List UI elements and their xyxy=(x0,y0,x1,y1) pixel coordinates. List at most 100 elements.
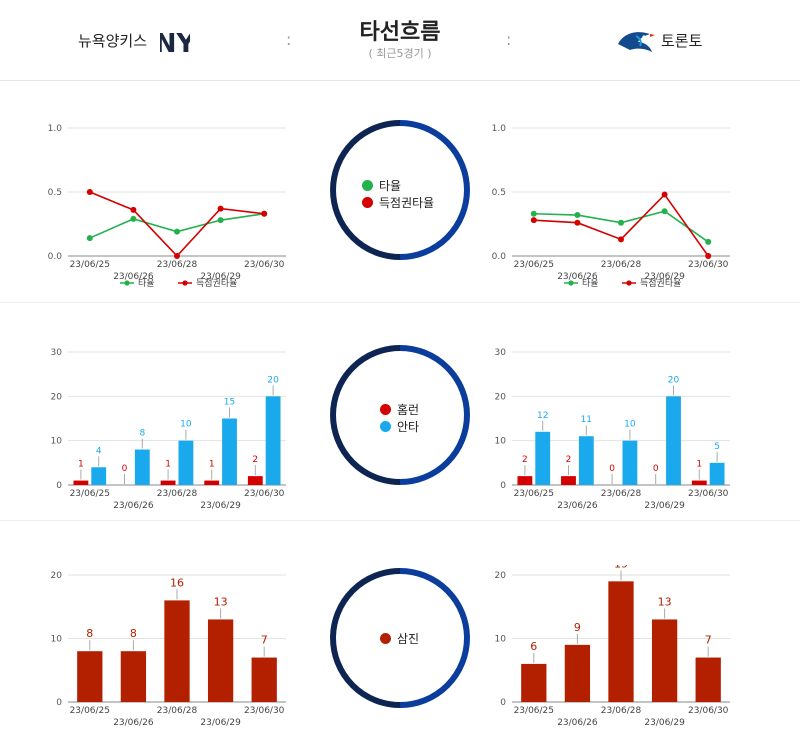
x-tick-label: 23/06/25 xyxy=(514,260,554,270)
svg-text:NY: NY xyxy=(160,29,190,58)
page-subtitle: ( 최근5경기 ) xyxy=(368,47,432,60)
data-point xyxy=(530,210,537,217)
x-tick-label: 23/06/29 xyxy=(644,272,685,282)
bar xyxy=(134,449,150,485)
legend-so: 삼진 xyxy=(380,631,419,648)
y-tick-label: 20 xyxy=(495,571,507,581)
bar xyxy=(622,440,638,485)
data-point xyxy=(661,191,668,198)
y-tick-label: 30 xyxy=(51,348,63,358)
legend-avg: 타율 득점권타율 xyxy=(362,178,434,212)
y-tick-label: 30 xyxy=(495,348,507,358)
y-tick-label: 20 xyxy=(51,571,63,581)
data-label: 11 xyxy=(581,415,592,425)
legend-label: 타율 xyxy=(138,278,155,289)
y-tick-label: 10 xyxy=(51,437,63,447)
bar xyxy=(651,619,678,702)
data-label: 7 xyxy=(261,634,268,647)
section-divider xyxy=(0,302,800,303)
data-point xyxy=(530,217,537,224)
y-tick-label: 0 xyxy=(56,698,62,708)
data-label: 9 xyxy=(574,621,581,634)
data-label: 7 xyxy=(705,634,712,647)
x-tick-label: 23/06/28 xyxy=(157,706,198,716)
bar xyxy=(666,396,681,485)
bar xyxy=(608,581,634,702)
team-name-left: 뉴욕양키스 xyxy=(78,32,148,50)
data-label: 10 xyxy=(180,420,192,430)
x-tick-label: 23/06/29 xyxy=(200,718,241,728)
legend-label: 타율 xyxy=(582,278,599,289)
data-point xyxy=(618,219,624,226)
x-tick-label: 23/06/26 xyxy=(557,501,598,511)
y-tick-label: 10 xyxy=(495,635,507,645)
ring-hits xyxy=(330,345,470,485)
legend-label: 홈런 xyxy=(397,403,420,417)
data-label: 0 xyxy=(653,464,659,474)
chart-nyy-so: 0 10 20 23/06/2523/06/2623/06/2823/06/2923/… xyxy=(51,571,286,728)
legend-swatch-dot xyxy=(626,280,632,286)
bar xyxy=(578,436,594,485)
x-tick-label: 23/06/28 xyxy=(601,489,642,499)
x-tick-label: 23/06/26 xyxy=(557,272,598,282)
chart-tor-avg: 0.0 0.5 1.0 23/06/2523/06/2623/06/2823/06/2… xyxy=(492,124,730,289)
y-tick-label: 20 xyxy=(495,392,507,402)
legend-item-hit: 안타 xyxy=(380,419,419,436)
data-point xyxy=(261,210,268,217)
data-label: 1 xyxy=(78,460,84,470)
data-point xyxy=(574,212,581,219)
blue-dot-icon xyxy=(380,421,391,432)
y-tick-label: 0 xyxy=(500,698,506,708)
data-label: 13 xyxy=(658,595,672,608)
data-point xyxy=(217,205,224,212)
legend-item-hr: 홈런 xyxy=(380,402,419,419)
data-point xyxy=(705,238,712,245)
y-tick-label: 20 xyxy=(51,392,63,402)
x-tick-label: 23/06/26 xyxy=(113,501,154,511)
data-point xyxy=(130,206,137,213)
bar xyxy=(709,462,725,485)
bar xyxy=(535,431,551,485)
rust-dot-icon xyxy=(380,633,391,644)
data-label: 2 xyxy=(522,455,528,465)
data-label: 8 xyxy=(86,627,93,640)
x-tick-label: 23/06/30 xyxy=(688,706,729,716)
chart-nyy-avg: 0.0 0.5 1.0 23/06/2523/06/2623/06/2823/06/2… xyxy=(48,124,286,289)
y-tick-label: 10 xyxy=(51,635,63,645)
section-divider xyxy=(0,520,800,521)
ring-avg xyxy=(330,120,470,260)
data-point xyxy=(705,253,712,259)
green-dot-icon xyxy=(362,180,373,191)
chart-tor-so: 0 10 20 23/06/2523/06/2623/06/2823/06/2923/… xyxy=(495,565,730,728)
bar xyxy=(247,476,263,485)
x-tick-label: 23/06/25 xyxy=(70,489,110,499)
data-label: 5 xyxy=(714,442,720,452)
data-label: 1 xyxy=(165,460,171,470)
chart-tor-hits: 010203023/06/2523/06/2623/06/2823/06/292… xyxy=(495,348,730,511)
bar xyxy=(91,467,107,485)
y-tick-label: 1.0 xyxy=(492,124,507,134)
x-tick-label: 23/06/25 xyxy=(70,706,110,716)
data-point xyxy=(661,208,668,215)
bar xyxy=(517,476,533,485)
data-label: 8 xyxy=(130,627,137,640)
bar xyxy=(160,480,176,485)
data-label: 20 xyxy=(267,375,279,385)
x-tick-label: 23/06/29 xyxy=(200,272,241,282)
data-label: 19 xyxy=(614,565,628,570)
y-tick-label: 0.0 xyxy=(48,252,63,262)
bar xyxy=(521,663,547,702)
y-tick-label: 0.5 xyxy=(492,188,506,198)
bar xyxy=(77,651,103,702)
legend-hits: 홈런 안타 xyxy=(380,402,419,436)
data-label: 1 xyxy=(209,460,215,470)
data-label: 4 xyxy=(96,446,102,456)
x-tick-label: 23/06/26 xyxy=(113,718,154,728)
bar xyxy=(564,644,591,702)
data-point xyxy=(217,217,224,224)
bar xyxy=(265,396,281,485)
separator-right: : xyxy=(506,30,512,49)
bar xyxy=(691,480,707,485)
bar xyxy=(204,480,220,485)
legend-label: 안타 xyxy=(397,420,420,434)
